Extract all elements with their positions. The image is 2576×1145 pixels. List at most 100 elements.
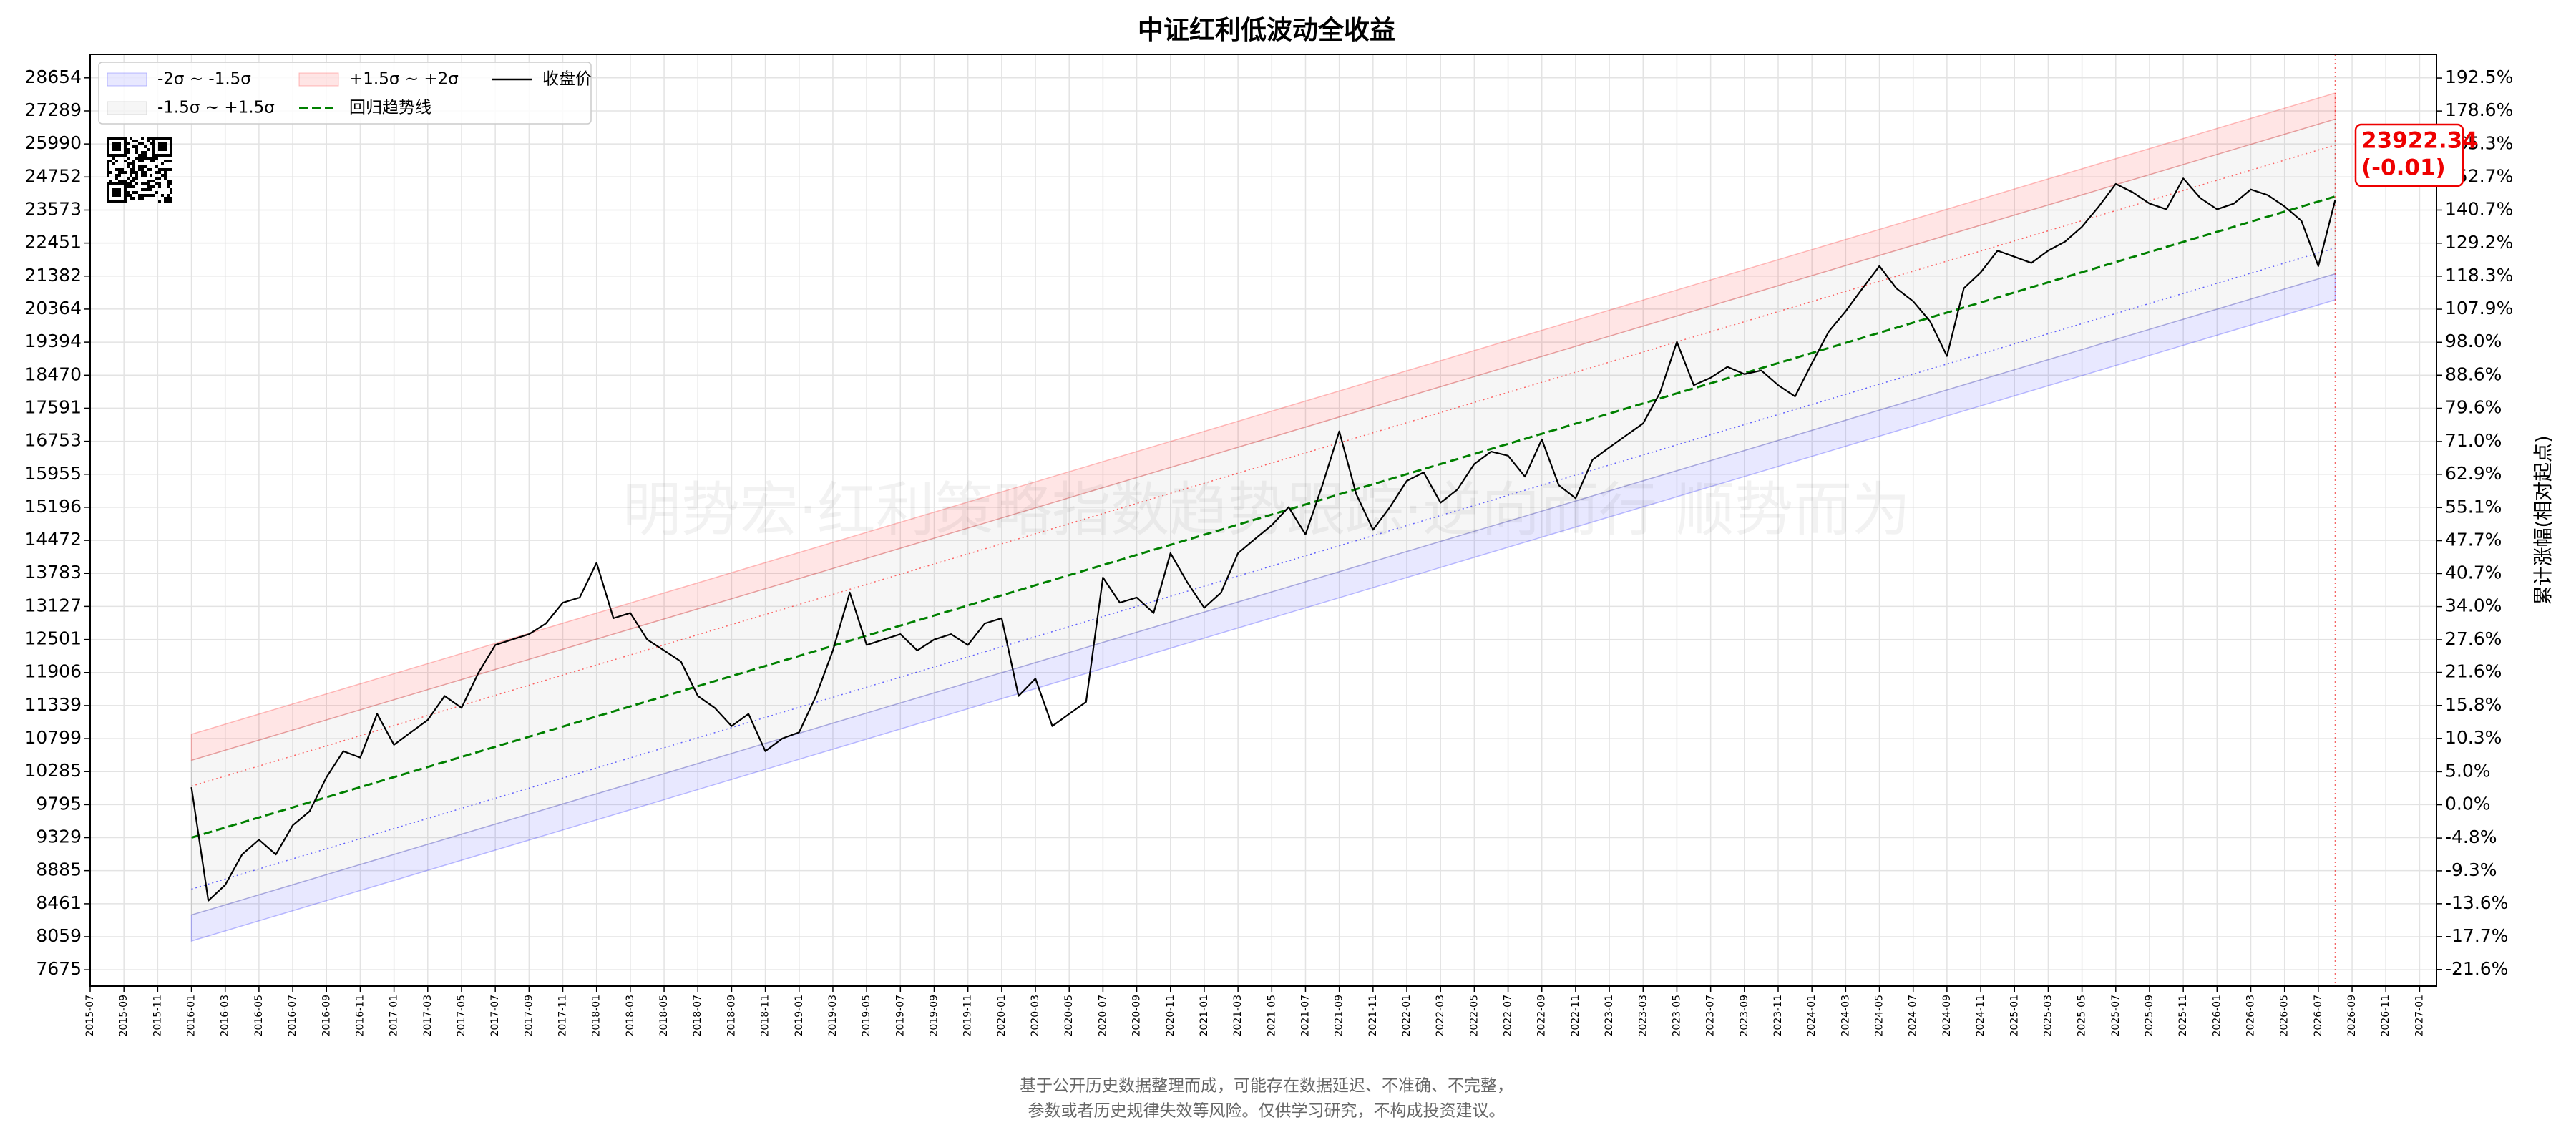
qr-cell — [147, 182, 150, 185]
y-tick-label: 8461 — [36, 892, 82, 913]
qr-cell — [115, 177, 118, 180]
y2-tick-label: 129.2% — [2445, 232, 2513, 253]
qr-cell — [107, 200, 109, 203]
qr-cell — [170, 151, 172, 154]
x-tick-label: 2019-09 — [928, 995, 940, 1037]
y-tick-label: 24752 — [24, 165, 82, 186]
x-tick-label: 2026-01 — [2211, 995, 2223, 1037]
qr-cell — [132, 191, 135, 194]
qr-cell — [141, 142, 144, 145]
qr-cell — [170, 145, 172, 148]
qr-cell — [158, 171, 161, 174]
qr-cell — [170, 168, 172, 171]
qr-cell — [161, 145, 164, 148]
x-tick-label: 2023-09 — [1739, 995, 1750, 1037]
qr-cell — [118, 142, 121, 145]
qr-cell — [152, 148, 155, 151]
qr-cell — [127, 142, 130, 145]
qr-cell — [112, 157, 115, 160]
watermark: 明势宏·红利策略指数趋势跟踪·逆向而行 顺势而为 — [623, 476, 1911, 544]
qr-cell — [118, 188, 121, 191]
x-tick-label: 2017-01 — [389, 995, 400, 1037]
qr-cell — [150, 185, 152, 188]
x-tick-label: 2020-05 — [1063, 995, 1075, 1037]
qr-cell — [144, 154, 147, 157]
qr-cell — [135, 148, 138, 151]
qr-cell — [144, 171, 147, 174]
qr-cell — [141, 188, 144, 191]
y-tick-label: 13127 — [24, 595, 82, 615]
qr-cell — [118, 148, 121, 151]
qr-cell — [130, 180, 132, 182]
x-tick-label: 2023-11 — [1772, 995, 1784, 1037]
qr-cell — [121, 137, 124, 140]
x-tick-label: 2022-09 — [1536, 995, 1548, 1037]
qr-cell — [170, 140, 172, 142]
x-tick-label: 2021-07 — [1299, 995, 1311, 1037]
qr-cell — [164, 160, 167, 162]
y2-tick-label: 140.7% — [2445, 198, 2513, 219]
qr-cell — [107, 165, 109, 168]
x-tick-label: 2016-05 — [253, 995, 265, 1037]
x-tick-label: 2023-03 — [1637, 995, 1649, 1037]
qr-cell — [164, 137, 167, 140]
x-tick-label: 2019-11 — [962, 995, 974, 1037]
qr-cell — [121, 180, 124, 182]
y2-tick-label: 15.8% — [2445, 694, 2502, 715]
qr-cell — [124, 191, 127, 194]
y2-tick-label: -17.7% — [2445, 925, 2508, 946]
qr-cell — [109, 171, 112, 174]
qr-cell — [107, 188, 109, 191]
qr-cell — [107, 185, 109, 188]
qr-cell — [124, 180, 127, 182]
qr-cell — [167, 182, 170, 185]
qr-cell — [115, 174, 118, 177]
qr-cell — [155, 157, 158, 160]
x-tick-label: 2018-05 — [658, 995, 670, 1037]
qr-cell — [112, 194, 115, 197]
qr-cell — [152, 194, 155, 197]
qr-cell — [147, 140, 150, 142]
y2-tick-label: 0.0% — [2445, 794, 2491, 814]
qr-cell — [132, 171, 135, 174]
y2-tick-label: 5.0% — [2445, 760, 2491, 781]
qr-cell — [147, 137, 150, 140]
sigma-line — [191, 144, 2336, 787]
y-tick-label: 23573 — [24, 198, 82, 219]
qr-cell — [130, 168, 132, 171]
y2-tick-label: 62.9% — [2445, 463, 2502, 484]
qr-cell — [152, 145, 155, 148]
y-tick-label: 18470 — [24, 364, 82, 384]
x-tick-label: 2024-03 — [1840, 995, 1851, 1037]
qr-cell — [170, 148, 172, 151]
qr-cell — [109, 154, 112, 157]
qr-cell — [144, 145, 147, 148]
x-tick-label: 2023-07 — [1705, 995, 1717, 1037]
qr-cell — [152, 137, 155, 140]
y-tick-label: 25990 — [24, 132, 82, 153]
qr-cell — [132, 180, 135, 182]
y-tick-label: 28654 — [24, 67, 82, 87]
x-tick-label: 2019-07 — [894, 995, 906, 1037]
y2-tick-label: 79.6% — [2445, 397, 2502, 418]
qr-cell — [107, 162, 109, 165]
qr-cell — [107, 174, 109, 177]
y-tick-label: 11906 — [24, 661, 82, 682]
chart-title: 中证红利低波动全收益 — [1138, 15, 1395, 45]
qr-cell — [112, 162, 115, 165]
x-tick-label: 2021-03 — [1232, 995, 1244, 1037]
y2-tick-label: -21.6% — [2445, 958, 2508, 979]
x-tick-label: 2018-01 — [591, 995, 602, 1037]
y-tick-label: 13783 — [24, 562, 82, 583]
qr-cell — [170, 180, 172, 182]
y2-tick-label: 88.6% — [2445, 364, 2502, 384]
qr-cell — [124, 160, 127, 162]
legend-swatch — [107, 101, 147, 115]
qr-cell — [115, 145, 118, 148]
qr-cell — [138, 165, 141, 168]
qr-cell — [124, 148, 127, 151]
x-tick-label: 2020-09 — [1131, 995, 1143, 1037]
x-tick-label: 2016-03 — [220, 995, 231, 1037]
qr-cell — [132, 177, 135, 180]
qr-cell — [107, 142, 109, 145]
